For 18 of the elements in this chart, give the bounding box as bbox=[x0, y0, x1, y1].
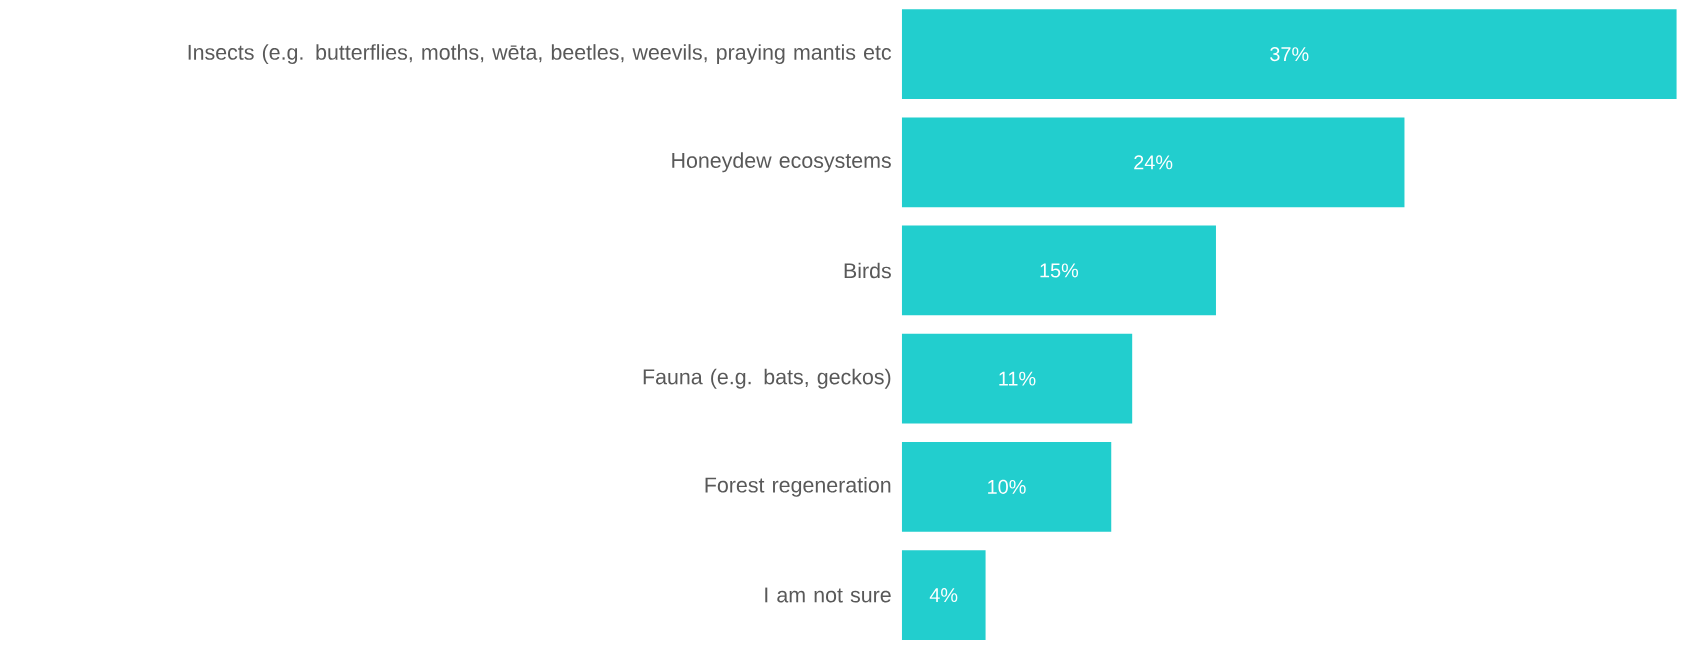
y-tick-label: Forest regeneration bbox=[705, 476, 891, 497]
bar bbox=[901, 9, 1677, 99]
data-label: 15% bbox=[1040, 263, 1079, 278]
y-tick-label: Fauna (e.g. bats, geckos) bbox=[643, 368, 891, 389]
data-label: 24% bbox=[1134, 155, 1173, 170]
bar bbox=[901, 333, 1133, 424]
y-tick-label: Insects (e.g. butterflies, moths, wēta, beetles, weevils, praying mantis etc bbox=[188, 44, 892, 65]
bar bbox=[901, 550, 986, 640]
data-label: 10% bbox=[988, 479, 1026, 494]
data-label: 11% bbox=[999, 371, 1036, 386]
bar bbox=[901, 225, 1216, 316]
y-tick-label: Birds bbox=[844, 262, 891, 279]
data-label: 37% bbox=[1270, 47, 1309, 62]
y-tick-label: Honeydew ecosystems bbox=[672, 152, 891, 173]
bar bbox=[901, 441, 1112, 532]
bar bbox=[901, 117, 1405, 208]
y-tick-label: I am not sure bbox=[765, 587, 891, 603]
data-label: 4% bbox=[929, 588, 958, 602]
